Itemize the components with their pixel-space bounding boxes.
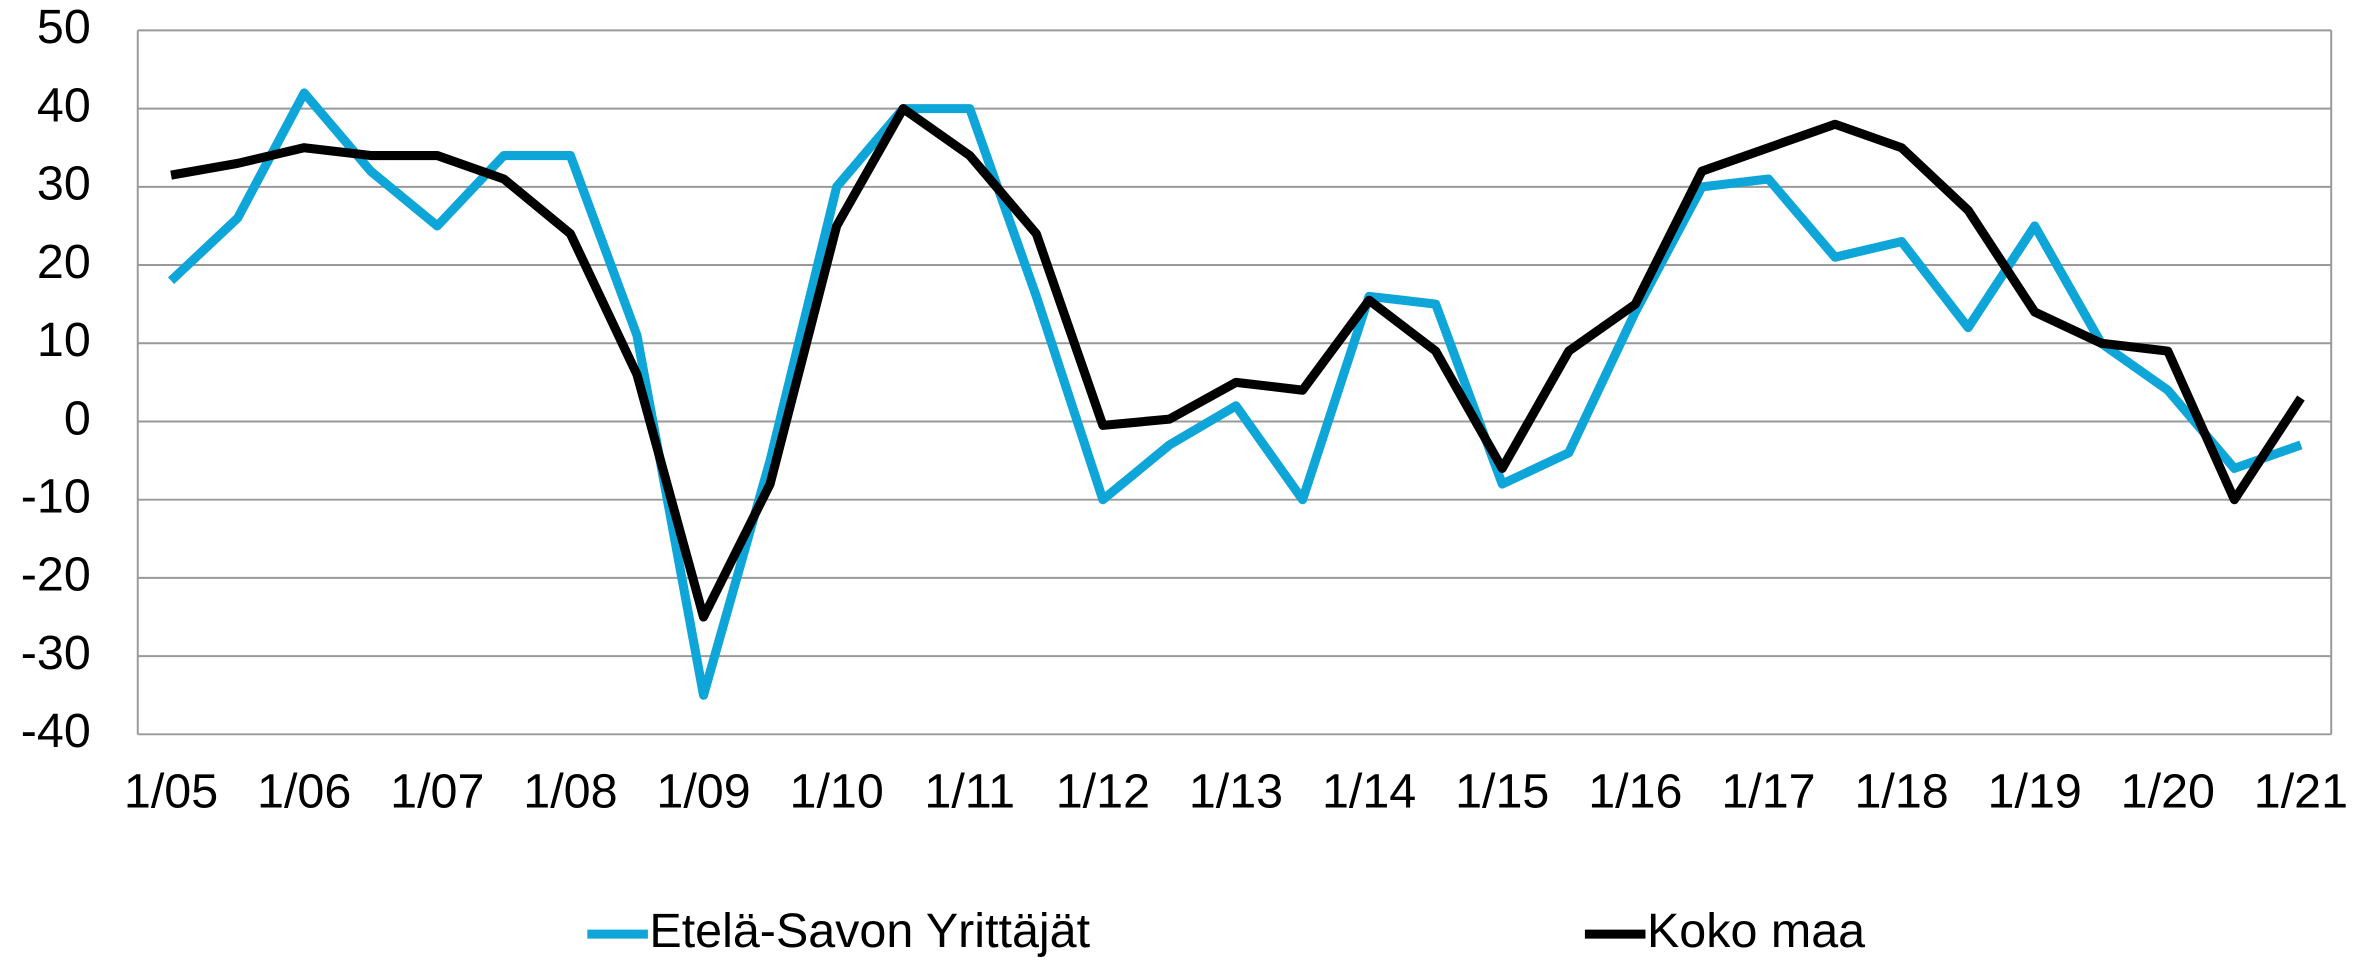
legend-label: Koko maa [1647, 904, 1865, 958]
x-tick-label: 1/11 [924, 765, 1015, 819]
x-tick-label: 1/15 [1455, 765, 1549, 819]
x-tick-label: 1/12 [1056, 765, 1150, 819]
y-tick-label: 10 [37, 313, 91, 367]
y-tick-label: 40 [37, 78, 91, 132]
x-tick-label: 1/17 [1721, 765, 1815, 819]
x-tick-label: 1/05 [124, 765, 218, 819]
x-tick-label: 1/21 [2254, 765, 2348, 819]
y-tick-label: 50 [37, 0, 91, 54]
x-tick-label: 1/16 [1588, 765, 1682, 819]
y-tick-label: -20 [21, 548, 91, 602]
x-tick-label: 1/14 [1322, 765, 1416, 819]
y-tick-label: -40 [21, 704, 91, 758]
y-tick-label: -10 [21, 469, 91, 523]
x-tick-label: 1/13 [1189, 765, 1283, 819]
x-tick-label: 1/08 [523, 765, 617, 819]
x-tick-label: 1/20 [2121, 765, 2215, 819]
y-tick-label: 20 [37, 235, 91, 289]
y-tick-label: 0 [64, 391, 91, 445]
x-tick-label: 1/19 [1988, 765, 2082, 819]
legend-label: Etelä-Savon Yrittäjät [649, 904, 1090, 958]
x-tick-label: 1/07 [390, 765, 484, 819]
y-tick-label: 30 [37, 157, 91, 211]
y-tick-label: -30 [21, 626, 91, 680]
series-line [167, 88, 2303, 700]
x-tick-label: 1/10 [790, 765, 884, 819]
x-tick-label: 1/06 [257, 765, 351, 819]
series-line [170, 104, 2305, 622]
x-tick-label: 1/18 [1854, 765, 1948, 819]
x-tick-label: 1/09 [656, 765, 750, 819]
